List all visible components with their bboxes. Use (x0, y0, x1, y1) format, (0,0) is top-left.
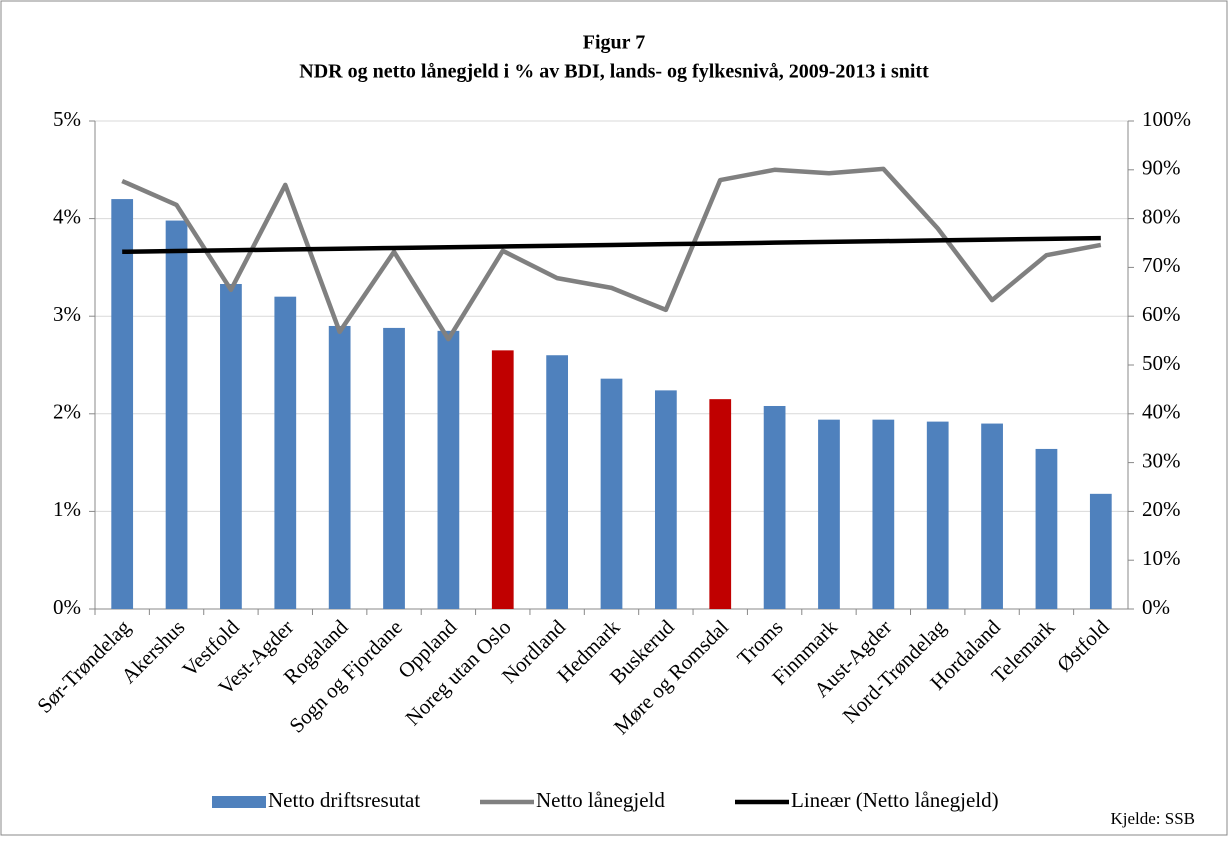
y2-tick-label: 20% (1142, 497, 1181, 521)
line (121, 166, 1102, 342)
bar (872, 419, 895, 609)
y-tick-label: 1% (53, 497, 81, 521)
bar (1035, 448, 1058, 609)
bar (763, 405, 786, 609)
chart-title: Figur 7 (583, 32, 645, 54)
y2-tick-label: 60% (1142, 302, 1181, 326)
legend-label: Lineær (Netto lånegjeld) (791, 788, 999, 812)
legend-label: Netto driftsresutat (268, 788, 420, 812)
bar (546, 355, 569, 609)
bar (491, 350, 514, 609)
bar (926, 421, 949, 609)
y2-tick-label: 50% (1142, 351, 1181, 375)
bar (274, 296, 297, 609)
line (122, 235, 1101, 255)
legend-label: Netto lånegjeld (536, 788, 665, 812)
y-tick-label: 3% (53, 302, 81, 326)
bar (383, 327, 405, 609)
legend-swatch (212, 796, 266, 808)
y2-tick-label: 80% (1142, 204, 1181, 228)
y2-tick-label: 30% (1142, 448, 1181, 472)
bar (328, 325, 351, 609)
y2-tick-label: 100% (1142, 107, 1191, 131)
y-tick-label: 5% (53, 107, 81, 131)
bar (709, 399, 732, 609)
source: Kjelde: SSB (1110, 809, 1195, 828)
bar (654, 390, 677, 609)
y2-tick-label: 10% (1142, 546, 1181, 570)
y2-tick-label: 90% (1142, 156, 1181, 180)
y2-tick-label: 40% (1142, 400, 1181, 424)
bar (111, 199, 134, 609)
y-tick-label: 4% (53, 204, 81, 228)
bar (600, 378, 623, 609)
bar (220, 283, 242, 609)
bar (1089, 493, 1112, 609)
y2-tick-label: 0% (1142, 595, 1170, 619)
y-tick-label: 0% (53, 595, 81, 619)
bar (165, 220, 188, 609)
chart-subtitle: NDR og netto lånegjeld i % av BDI, lands… (299, 61, 929, 83)
bar (818, 419, 840, 609)
y2-tick-label: 70% (1142, 253, 1181, 277)
y-tick-label: 2% (53, 400, 81, 424)
bar (981, 423, 1003, 609)
bar (437, 330, 460, 609)
